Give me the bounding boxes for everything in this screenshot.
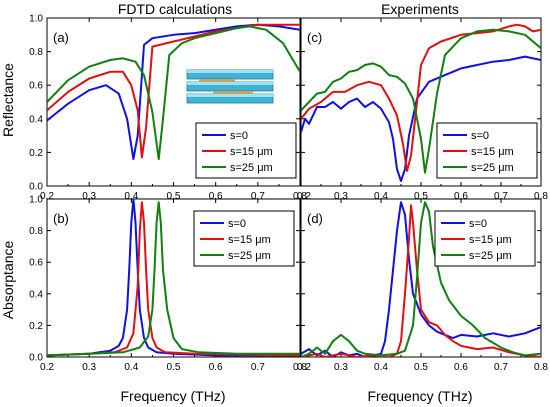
x-tick-label: 0.8 — [534, 191, 548, 202]
panel-label: (b) — [53, 211, 69, 226]
legend: s=0 s=15 μm s=25 μm — [436, 122, 538, 179]
ylabel-absorptance: Absorptance — [0, 240, 16, 319]
y-tick-label: 1.0 — [29, 195, 43, 206]
panel-b-fdtd-absorptance: 0.2 0.3 0.4 0.5 0.6 0.7 0.80.00.20.40.60.81.0(… — [29, 195, 307, 374]
col-title-experiments: Experiments — [381, 1, 459, 17]
y-tick-label: 0.4 — [29, 114, 43, 125]
legend-label-2: s=25 μm — [471, 162, 514, 174]
inset-layer-highlight — [187, 94, 273, 97]
series-line-2 — [47, 25, 300, 161]
series-line-1 — [47, 201, 300, 357]
y-tick-label: 0.2 — [29, 321, 43, 332]
legend-label-1: s=15 μm — [471, 146, 514, 158]
x-tick-label: 0.2 — [40, 191, 54, 202]
x-tick-label: 0.7 — [251, 191, 265, 202]
inset-strip — [213, 91, 253, 94]
x-tick-label: 0.4 — [374, 191, 388, 202]
x-tick-label: 0.5 — [414, 191, 428, 202]
legend-label-0: s=0 — [469, 218, 487, 230]
col-title-fdtd: FDTD calculations — [118, 1, 232, 17]
legend-label-2: s=25 μm — [230, 162, 273, 174]
inset-layer-highlight — [187, 82, 273, 85]
x-tick-label: 0.4 — [124, 362, 138, 373]
legend-label-0: s=0 — [228, 218, 246, 230]
legend-label-0: s=0 — [230, 130, 248, 142]
x-tick-label: 0.6 — [209, 362, 223, 373]
x-tick-label: 0.4 — [374, 362, 388, 373]
y-tick-label: 1.0 — [29, 14, 43, 25]
x-tick-label: 0.7 — [494, 191, 508, 202]
x-tick-label: 0.4 — [124, 191, 138, 202]
series-line-1 — [301, 23, 541, 172]
y-tick-label: 0.0 — [29, 353, 43, 364]
y-tick-label: 0.6 — [29, 81, 43, 92]
x-tick-label: 0.3 — [334, 362, 348, 373]
structure-inset-icon — [186, 69, 274, 104]
x-tick-label: 0.8 — [534, 362, 548, 373]
series-line-2 — [301, 201, 541, 357]
x-tick-label: 0.6 — [209, 191, 223, 202]
ylabel-reflectance: Reflectance — [0, 63, 16, 137]
y-tick-label: 0.8 — [29, 47, 43, 58]
x-tick-label: 0.3 — [82, 362, 96, 373]
legend-label-2: s=25 μm — [469, 250, 512, 262]
series-line-2 — [47, 201, 300, 357]
legend: s=0 s=15 μm s=25 μm — [434, 210, 536, 267]
x-tick-label: 0.3 — [82, 191, 96, 202]
legend-label-2: s=25 μm — [228, 250, 271, 262]
panel-a-fdtd-reflectance: 0.2 0.3 0.4 0.5 0.6 0.7 0.80.00.20.40.60.81.0(… — [29, 14, 307, 203]
x-tick-label: 0.8 — [293, 191, 307, 202]
series-line-1 — [301, 204, 541, 357]
legend: s=0 s=15 μm s=25 μm — [193, 210, 295, 267]
x-tick-label: 0.8 — [293, 362, 307, 373]
x-tick-label: 0.2 — [297, 362, 311, 373]
x-tick-label: 0.7 — [494, 362, 508, 373]
y-tick-label: 0.4 — [29, 289, 43, 300]
legend-label-0: s=0 — [471, 130, 489, 142]
xlabel-left: Frequency (THz) — [120, 388, 225, 404]
y-tick-label: 0.0 — [29, 182, 43, 193]
legend-label-1: s=15 μm — [230, 146, 273, 158]
panel-label: (c) — [307, 30, 322, 45]
series-line-0 — [301, 55, 541, 182]
y-tick-label: 0.6 — [29, 258, 43, 269]
legend: s=0 s=15 μm s=25 μm — [195, 122, 297, 179]
x-tick-label: 0.5 — [167, 362, 181, 373]
x-tick-label: 0.5 — [167, 191, 181, 202]
inset-strip — [199, 79, 235, 82]
series-line-0 — [47, 23, 300, 161]
x-tick-label: 0.6 — [454, 191, 468, 202]
y-tick-label: 0.8 — [29, 226, 43, 237]
x-tick-label: 0.2 — [297, 191, 311, 202]
panel-d-exp-absorptance: 0.2 0.3 0.4 0.5 0.6 0.7 0.8 (d) s=0 s=15 μm s=25 μ… — [297, 198, 548, 373]
x-tick-label: 0.3 — [334, 191, 348, 202]
panel-c-exp-reflectance: 0.2 0.3 0.4 0.5 0.6 0.7 0.8 (c) s=0 s=15 μm s=25 μ… — [297, 17, 548, 202]
x-tick-label: 0.7 — [251, 362, 265, 373]
panel-label: (a) — [53, 30, 69, 45]
x-tick-label: 0.5 — [414, 362, 428, 373]
x-tick-label: 0.2 — [40, 362, 54, 373]
inset-layer-highlight — [187, 70, 273, 73]
series-line-2 — [301, 28, 541, 174]
xlabel-right: Frequency (THz) — [367, 388, 472, 404]
legend-label-1: s=15 μm — [228, 234, 271, 246]
legend-label-1: s=15 μm — [469, 234, 512, 246]
panel-label: (d) — [307, 211, 323, 226]
y-tick-label: 0.2 — [29, 148, 43, 159]
x-tick-label: 0.6 — [454, 362, 468, 373]
series-line-0 — [47, 199, 300, 357]
